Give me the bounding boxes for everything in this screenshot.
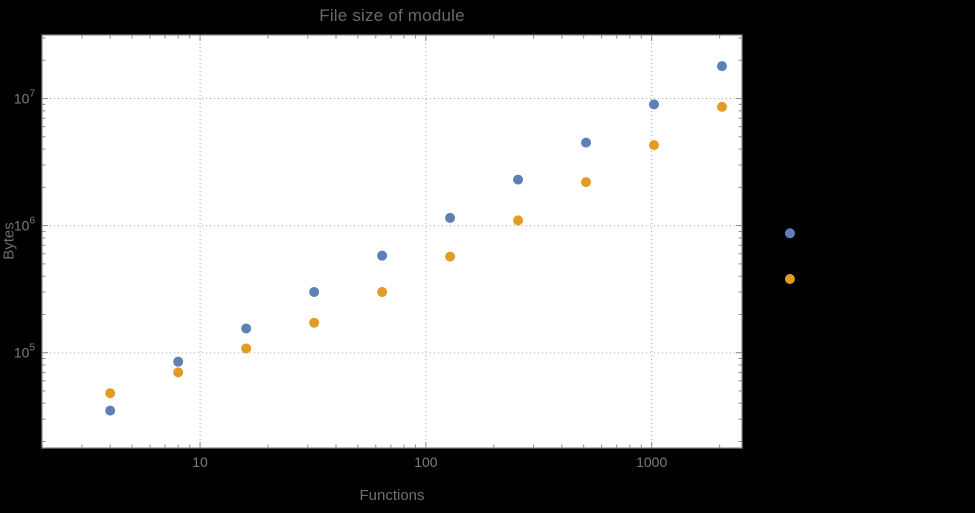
data-point-orange [241, 343, 252, 354]
y-tick-label: 107 [14, 89, 36, 107]
data-point-blue [513, 174, 524, 185]
x-tick-label: 1000 [636, 454, 667, 470]
data-point-orange [581, 177, 592, 188]
data-point-orange [649, 140, 660, 151]
plot-frame [41, 34, 743, 449]
data-point-orange [377, 287, 388, 298]
data-point-blue [241, 323, 252, 334]
data-point-blue [445, 212, 456, 223]
data-point-blue [784, 228, 795, 239]
x-axis-label: Functions [359, 487, 425, 504]
y-tick-label: 106 [14, 216, 36, 234]
x-tick-label: 10 [192, 454, 208, 470]
data-point-orange [173, 367, 184, 378]
data-point-orange [445, 251, 456, 262]
chart-title: File size of module [319, 6, 465, 25]
plot-area [42, 35, 742, 448]
data-point-blue [581, 137, 592, 148]
data-point-blue [173, 356, 184, 367]
data-point-blue [105, 405, 116, 416]
data-point-orange [784, 274, 795, 285]
data-point-blue [716, 61, 727, 72]
data-point-orange [513, 215, 524, 226]
data-point-blue [649, 99, 660, 110]
y-axis-label: Bytes [0, 222, 18, 260]
data-point-orange [716, 101, 727, 112]
data-point-blue [309, 287, 320, 298]
data-point-orange [309, 317, 320, 328]
data-point-blue [377, 250, 388, 261]
data-point-orange [105, 388, 116, 399]
y-tick-label: 105 [14, 343, 36, 361]
x-tick-label: 100 [414, 454, 438, 470]
